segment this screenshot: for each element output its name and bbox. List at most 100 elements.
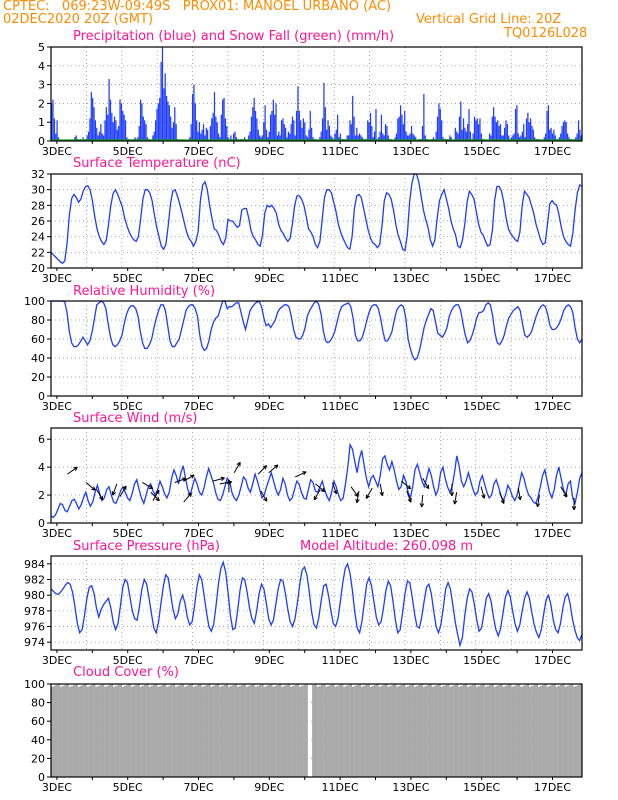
precip-bar: [576, 133, 578, 141]
pressure-xtick-label: 9DEC: [254, 654, 284, 667]
precip-bar: [146, 137, 149, 141]
precip-bar: [477, 124, 480, 141]
cloud-bar: [188, 684, 191, 777]
cloud-bar: [174, 686, 178, 777]
precip-bar: [108, 79, 110, 141]
cloud-bar: [325, 686, 328, 777]
wind-arrow: [67, 466, 78, 475]
precip-bar: [297, 86, 299, 141]
wind-arrow-head: [571, 506, 575, 511]
precip-bar: [354, 135, 357, 141]
precip-bar: [269, 114, 272, 141]
precip-bar: [380, 114, 383, 141]
cloud-bar: [86, 686, 89, 777]
precip-bar: [219, 137, 221, 141]
precip-bar: [402, 124, 404, 141]
precip-border: [50, 46, 583, 142]
precip-bar: [235, 137, 237, 141]
cloud-bar: [99, 684, 103, 777]
precip-bar: [113, 116, 116, 141]
cloud-bar: [433, 685, 437, 777]
rh-border: [50, 300, 583, 397]
cloud-bar: [376, 684, 379, 777]
cloud-bar: [385, 684, 388, 777]
precip-bar: [527, 112, 529, 141]
cloud-bar: [53, 685, 56, 777]
cloud-bar: [334, 686, 337, 777]
cloud-bar: [435, 684, 439, 777]
cloud-bar: [106, 685, 109, 777]
wind-arrow-head: [419, 503, 423, 508]
pressure-xtick-label: 11DEC: [322, 654, 359, 667]
wind-arrow-head: [537, 503, 541, 508]
precip-bar: [521, 131, 524, 141]
precip-bar: [209, 126, 211, 141]
precip-bar: [337, 114, 339, 141]
precip-ytick-label: 0: [38, 135, 45, 148]
precip-bar: [356, 127, 358, 141]
cloud-xtick-label: 13DEC: [392, 781, 429, 794]
cloud-bar: [166, 686, 169, 777]
precip-bar: [253, 97, 255, 141]
temp-xtick-label: 13DEC: [392, 272, 429, 285]
precip-bar: [449, 135, 451, 141]
precip-bar: [545, 133, 547, 141]
wind-xtick-label: 15DEC: [463, 527, 500, 540]
wind-arrow: [449, 483, 455, 497]
precip-bar: [335, 129, 337, 141]
cloud-bar: [252, 684, 255, 777]
cloud-bar: [197, 684, 200, 777]
wind-arrow: [295, 471, 307, 478]
cloud-bar: [458, 686, 461, 777]
precip-bar: [261, 135, 263, 141]
cloud-bar: [254, 686, 257, 777]
cloud-xtick-label: 17DEC: [534, 781, 571, 794]
precip-bar: [349, 120, 351, 141]
cloud-bar: [387, 686, 390, 777]
precip-bar: [462, 118, 465, 141]
pressure-series-line: [50, 560, 583, 648]
cloud-bar: [59, 686, 63, 777]
cloud-bar: [557, 685, 561, 777]
precip-bar: [293, 120, 295, 141]
cloud-bar: [508, 684, 512, 777]
header-line1: CPTEC: 069:23W-09:49S PROX01: MANOEL URB…: [3, 0, 392, 14]
temp-title: Surface Temperature (nC): [73, 156, 241, 171]
precip-bar: [454, 127, 456, 141]
precip-bar: [157, 103, 159, 141]
cloud-bar: [135, 684, 138, 777]
pressure-xtick-label: 5DEC: [113, 654, 143, 667]
rh-panel: 0 20 40 60 80 100 3DEC 5DEC 7DEC 9DEC 11DEC 13DEC 15…: [24, 295, 583, 413]
rh-ytick-label: 40: [31, 352, 45, 365]
cloud-bar: [68, 686, 72, 777]
cloud-bar: [143, 684, 147, 777]
precip-bar: [543, 137, 545, 141]
cloud-bar: [117, 684, 120, 777]
precip-bar: [222, 99, 224, 141]
cloud-bar: [570, 684, 574, 777]
rh-xtick-label: 15DEC: [463, 400, 500, 413]
precip-bar: [309, 110, 311, 141]
precip-xtick-label: 3DEC: [42, 145, 72, 158]
rh-xtick-label: 5DEC: [113, 400, 143, 413]
precip-bar: [529, 118, 532, 141]
precip-bar: [432, 137, 435, 141]
precip-ytick-label: 3: [38, 79, 45, 92]
precip-bar: [250, 116, 253, 141]
precip-bar: [488, 133, 491, 141]
pressure-ytick-label: 974: [24, 636, 45, 649]
wind-arrow: [560, 486, 568, 498]
precip-bar: [323, 82, 325, 141]
wind-arrow-shaft: [315, 483, 325, 492]
wind-arrow-shaft: [268, 464, 279, 474]
cloud-bar: [258, 684, 262, 777]
cloud-bar: [427, 684, 430, 777]
cloud-bar: [513, 685, 516, 777]
temp-border: [50, 173, 583, 269]
cloud-bar: [108, 684, 111, 777]
cloud-bar: [274, 685, 277, 777]
precip-bar: [204, 135, 206, 141]
precip-panel: 0 1 2 3 4 5 3DEC 5DEC 7DEC 9DEC 11DEC 13DEC 15DEC 17D…: [38, 41, 583, 158]
precip-bar: [189, 137, 191, 141]
precip-bar: [300, 120, 302, 141]
